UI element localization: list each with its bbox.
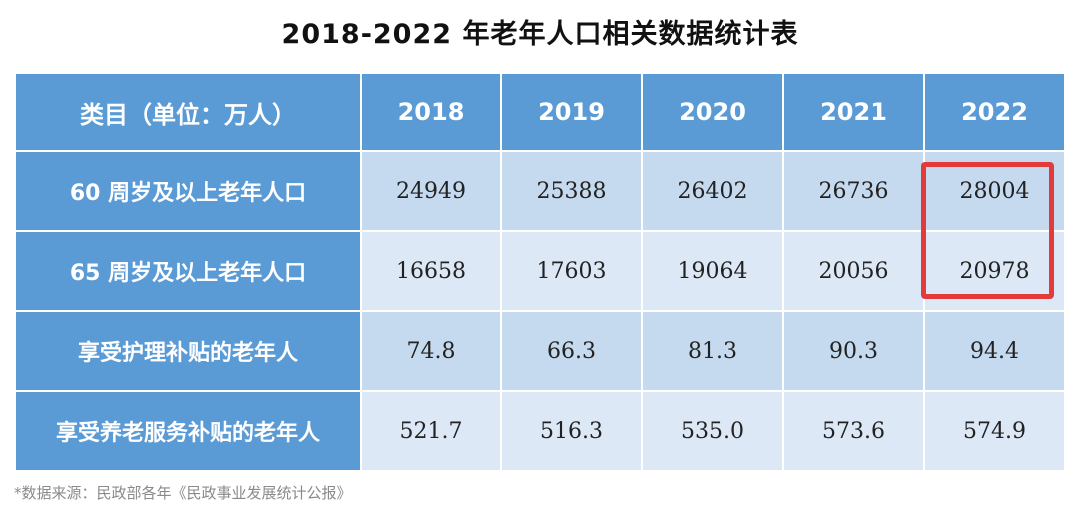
header-year-2019: 2019	[500, 72, 643, 152]
row-label: 享受护理补贴的老年人	[14, 310, 362, 392]
table-cell: 574.9	[923, 390, 1066, 472]
data-table: 类目（单位：万人） 2018 2019 2020 2021 2022 60 周岁…	[14, 72, 1066, 472]
row-label: 享受养老服务补贴的老年人	[14, 390, 362, 472]
table-cell: 16658	[360, 230, 502, 312]
table-cell: 17603	[500, 230, 643, 312]
table-cell: 90.3	[782, 310, 925, 392]
table-cell: 20978	[923, 230, 1066, 312]
row-label: 65 周岁及以上老年人口	[14, 230, 362, 312]
table-cell: 521.7	[360, 390, 502, 472]
source-footnote: *数据来源：民政部各年《民政事业发展统计公报》	[14, 484, 352, 502]
table-cell: 573.6	[782, 390, 925, 472]
table-cell: 66.3	[500, 310, 643, 392]
header-year-2021: 2021	[782, 72, 925, 152]
header-row: 类目（单位：万人） 2018 2019 2020 2021 2022	[14, 72, 1066, 152]
table-title: 2018-2022 年老年人口相关数据统计表	[281, 19, 799, 50]
table-cell: 20056	[782, 230, 925, 312]
header-year-2018: 2018	[360, 72, 502, 152]
header-category: 类目（单位：万人）	[14, 72, 362, 152]
table-cell: 28004	[923, 150, 1066, 232]
table-cell: 26736	[782, 150, 925, 232]
row-label: 60 周岁及以上老年人口	[14, 150, 362, 232]
header-year-2022: 2022	[923, 72, 1066, 152]
table-cell: 24949	[360, 150, 502, 232]
table-cell: 74.8	[360, 310, 502, 392]
table-cell: 25388	[500, 150, 643, 232]
table-row: 60 周岁及以上老年人口 24949 25388 26402 26736 280…	[14, 150, 1066, 232]
table-cell: 81.3	[641, 310, 784, 392]
table-cell: 19064	[641, 230, 784, 312]
table-cell: 26402	[641, 150, 784, 232]
header-year-2020: 2020	[641, 72, 784, 152]
table-cell: 516.3	[500, 390, 643, 472]
table-row: 享受护理补贴的老年人 74.8 66.3 81.3 90.3 94.4	[14, 310, 1066, 392]
table-row: 65 周岁及以上老年人口 16658 17603 19064 20056 209…	[14, 230, 1066, 312]
table-row: 享受养老服务补贴的老年人 521.7 516.3 535.0 573.6 574…	[14, 390, 1066, 472]
table-cell: 94.4	[923, 310, 1066, 392]
table-cell: 535.0	[641, 390, 784, 472]
